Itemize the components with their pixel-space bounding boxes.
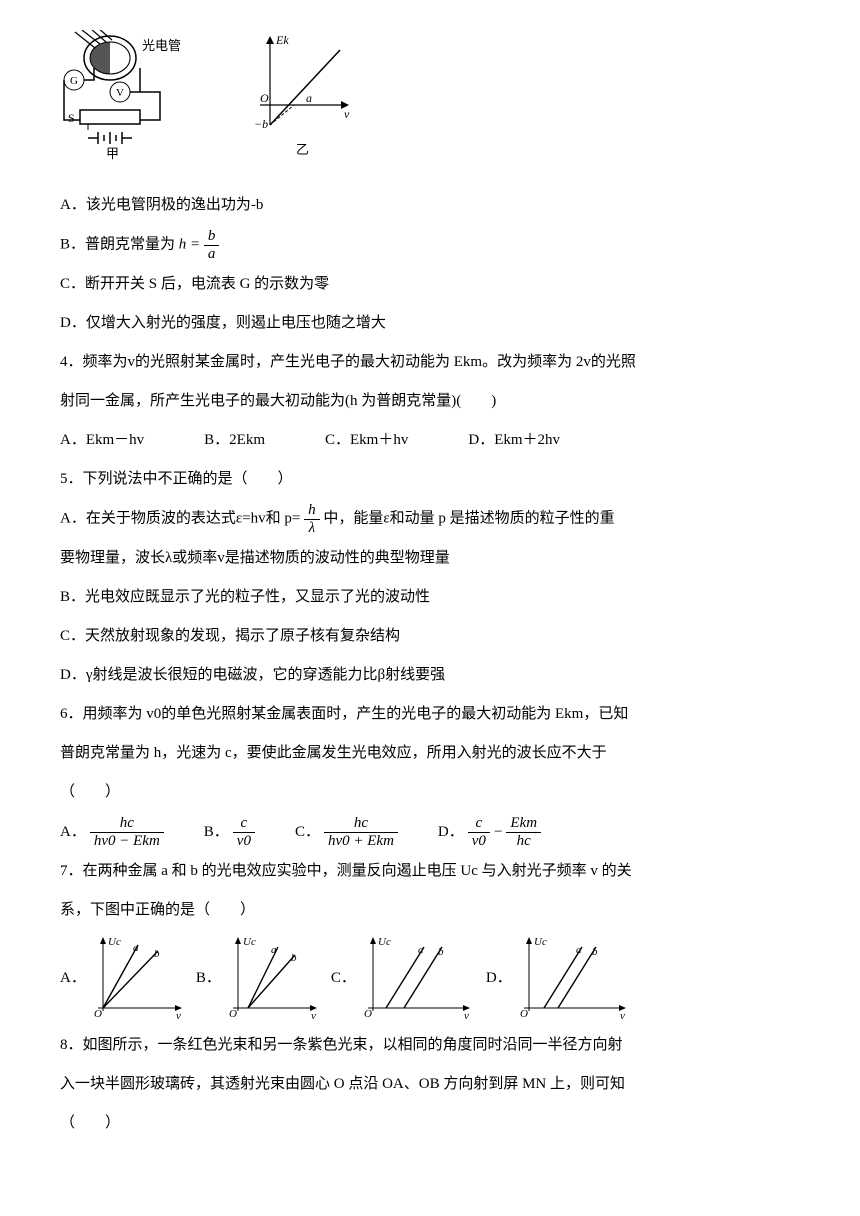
svg-text:S: S	[68, 111, 75, 125]
q7-stem-2: 系，下图中正确的是（ ）	[60, 894, 800, 927]
svg-text:v: v	[344, 107, 350, 121]
svg-text:O: O	[229, 1008, 237, 1020]
q3-opt-b: B．普朗克常量为 h = b a	[60, 228, 800, 262]
q4-options: A．Ekm－hv B．2Ekm C．Ekm＋hv D．Ekm＋2hv	[60, 424, 800, 457]
q4-stem: 4．频率为v的光照射某金属时，产生光电子的最大初动能为 Ekm。改为频率为 2v…	[60, 346, 800, 379]
tube-label: 光电管	[142, 38, 181, 53]
q4-stem-2: 射同一金属，所产生光电子的最大初动能为(h 为普朗克常量)( )	[60, 385, 800, 418]
svg-text:V: V	[116, 87, 124, 99]
uc-graph-b: Uc v O a b	[223, 933, 323, 1023]
svg-text:v: v	[464, 1010, 469, 1022]
svg-text:b: b	[154, 948, 160, 960]
q6-stem-2: 普朗克常量为 h，光速为 c，要使此金属发生光电效应，所用入射光的波长应不大于	[60, 737, 800, 770]
svg-text:−b: −b	[254, 117, 268, 131]
svg-text:O: O	[260, 91, 269, 105]
q6-b: B． cv0	[204, 815, 255, 849]
q7-stem-1: 7．在两种金属 a 和 b 的光电效应实验中，测量反向遏止电压 Uc 与入射光子…	[60, 855, 800, 888]
q3-opt-d: D．仅增大入射光的强度，则遏止电压也随之增大	[60, 307, 800, 340]
svg-text:a: a	[306, 91, 312, 105]
q7-d: D． Uc v O a b	[486, 933, 634, 1023]
q4-d: D．Ekm＋2hv	[468, 424, 560, 457]
svg-text:b: b	[592, 946, 598, 958]
q7-a: A． Uc v O a b	[60, 933, 188, 1023]
q8-stem-3: （ ）	[60, 1107, 800, 1140]
q6-options: A． hchv0 − Ekm B． cv0 C． hchv0 + Ekm D． …	[60, 815, 800, 849]
svg-text:a: a	[418, 944, 424, 956]
frac-b-over-a: b a	[204, 228, 220, 262]
q4-c: C．Ekm＋hv	[325, 424, 408, 457]
q6-stem-1: 6．用频率为 v0的单色光照射某金属表面时，产生的光电子的最大初动能为 Ekm，…	[60, 698, 800, 731]
q7-b: B． Uc v O a b	[196, 933, 323, 1023]
svg-text:O: O	[94, 1008, 102, 1020]
q5-a-line2: 要物理量，波长λ或频率v是描述物质的波动性的典型物理量	[60, 542, 800, 575]
svg-text:b: b	[291, 952, 297, 964]
frac-h-over-lambda: h λ	[304, 502, 320, 536]
jia-label: 甲	[106, 146, 119, 160]
svg-text:a: a	[576, 944, 582, 956]
svg-text:O: O	[520, 1008, 528, 1020]
q6-c: C． hchv0 + Ekm	[295, 815, 398, 849]
svg-text:乙: 乙	[296, 142, 309, 157]
svg-text:Uc: Uc	[243, 936, 256, 948]
svg-text:Uc: Uc	[378, 936, 391, 948]
svg-text:a: a	[271, 944, 277, 956]
q5-a: A．在关于物质波的表达式ε=hv和 p= h λ 中，能量ε和动量 p 是描述物…	[60, 502, 800, 536]
q6-a: A． hchv0 − Ekm	[60, 815, 164, 849]
q5-d: D．γ射线是波长很短的电磁波，它的穿透能力比β射线要强	[60, 659, 800, 692]
q3-opt-a: A．该光电管阴极的逸出功为-b	[60, 189, 800, 222]
svg-text:G: G	[70, 75, 78, 87]
q4-a: A．Ekm－hv	[60, 424, 144, 457]
q6-stem-3: （ ）	[60, 776, 800, 809]
svg-text:O: O	[364, 1008, 372, 1020]
q5-c: C．天然放射现象的发现，揭示了原子核有复杂结构	[60, 620, 800, 653]
q5-b: B．光电效应既显示了光的粒子性，又显示了光的波动性	[60, 581, 800, 614]
figure-row: 光电管 G V S 甲	[60, 30, 800, 173]
q7-c: C． Uc v O a b	[331, 933, 478, 1023]
svg-text:Uc: Uc	[108, 936, 121, 948]
q7-options: A． Uc v O a b B． Uc v O a b C．	[60, 933, 800, 1023]
q8-stem-2: 入一块半圆形玻璃砖，其透射光束由圆心 O 点沿 OA、OB 方向射到屏 MN 上…	[60, 1068, 800, 1101]
svg-text:v: v	[176, 1010, 181, 1022]
svg-text:b: b	[438, 946, 444, 958]
uc-graph-d: Uc v O a b	[514, 933, 634, 1023]
svg-text:v: v	[620, 1010, 625, 1022]
svg-text:Uc: Uc	[534, 936, 547, 948]
ek-graph: Ek v O a −b 乙	[250, 30, 360, 173]
uc-graph-c: Uc v O a b	[358, 933, 478, 1023]
svg-text:Ek: Ek	[275, 33, 289, 47]
circuit-figure: 光电管 G V S 甲	[60, 30, 210, 173]
q8-stem-1: 8．如图所示，一条红色光束和另一条紫色光束，以相同的角度同时沿同一半径方向射	[60, 1029, 800, 1062]
uc-graph-a: Uc v O a b	[88, 933, 188, 1023]
q3-opt-c: C．断开开关 S 后，电流表 G 的示数为零	[60, 268, 800, 301]
q4-b: B．2Ekm	[204, 424, 265, 457]
q5-stem: 5．下列说法中不正确的是（ ）	[60, 463, 800, 496]
svg-text:v: v	[311, 1010, 316, 1022]
q6-d: D． cv0 − Ekmhc	[438, 815, 541, 849]
svg-text:a: a	[133, 942, 139, 954]
